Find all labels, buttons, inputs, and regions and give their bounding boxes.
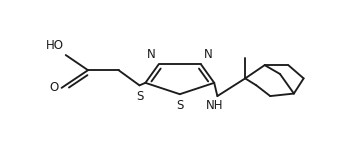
Text: O: O: [50, 81, 59, 94]
Text: N: N: [204, 48, 213, 61]
Text: NH: NH: [206, 99, 223, 112]
Text: HO: HO: [46, 39, 64, 52]
Text: N: N: [147, 48, 156, 61]
Text: S: S: [136, 90, 143, 103]
Text: S: S: [176, 99, 183, 112]
